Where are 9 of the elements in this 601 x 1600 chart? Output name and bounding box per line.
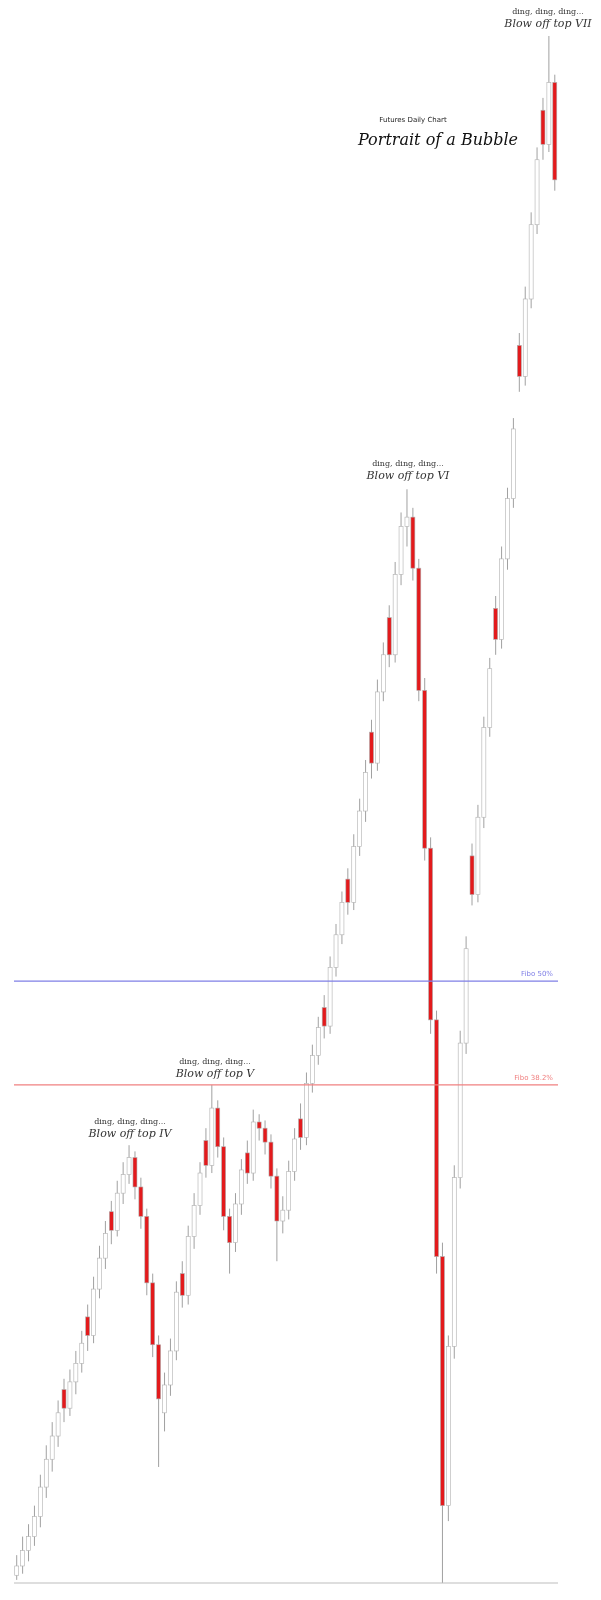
annotation: Blow off top V (175, 1067, 255, 1080)
text: Blow off top VII (504, 17, 592, 30)
annotation: ding, ding, ding... (94, 1117, 166, 1126)
text: ding, ding, ding... (512, 7, 584, 16)
text: Portrait of a Bubble (357, 130, 519, 149)
annotation: ding, ding, ding... (179, 1057, 251, 1066)
annotation: ding, ding, ding... (372, 459, 444, 468)
annotation: Blow off top VI (366, 469, 450, 482)
annotation: Blow off top IV (88, 1127, 172, 1140)
